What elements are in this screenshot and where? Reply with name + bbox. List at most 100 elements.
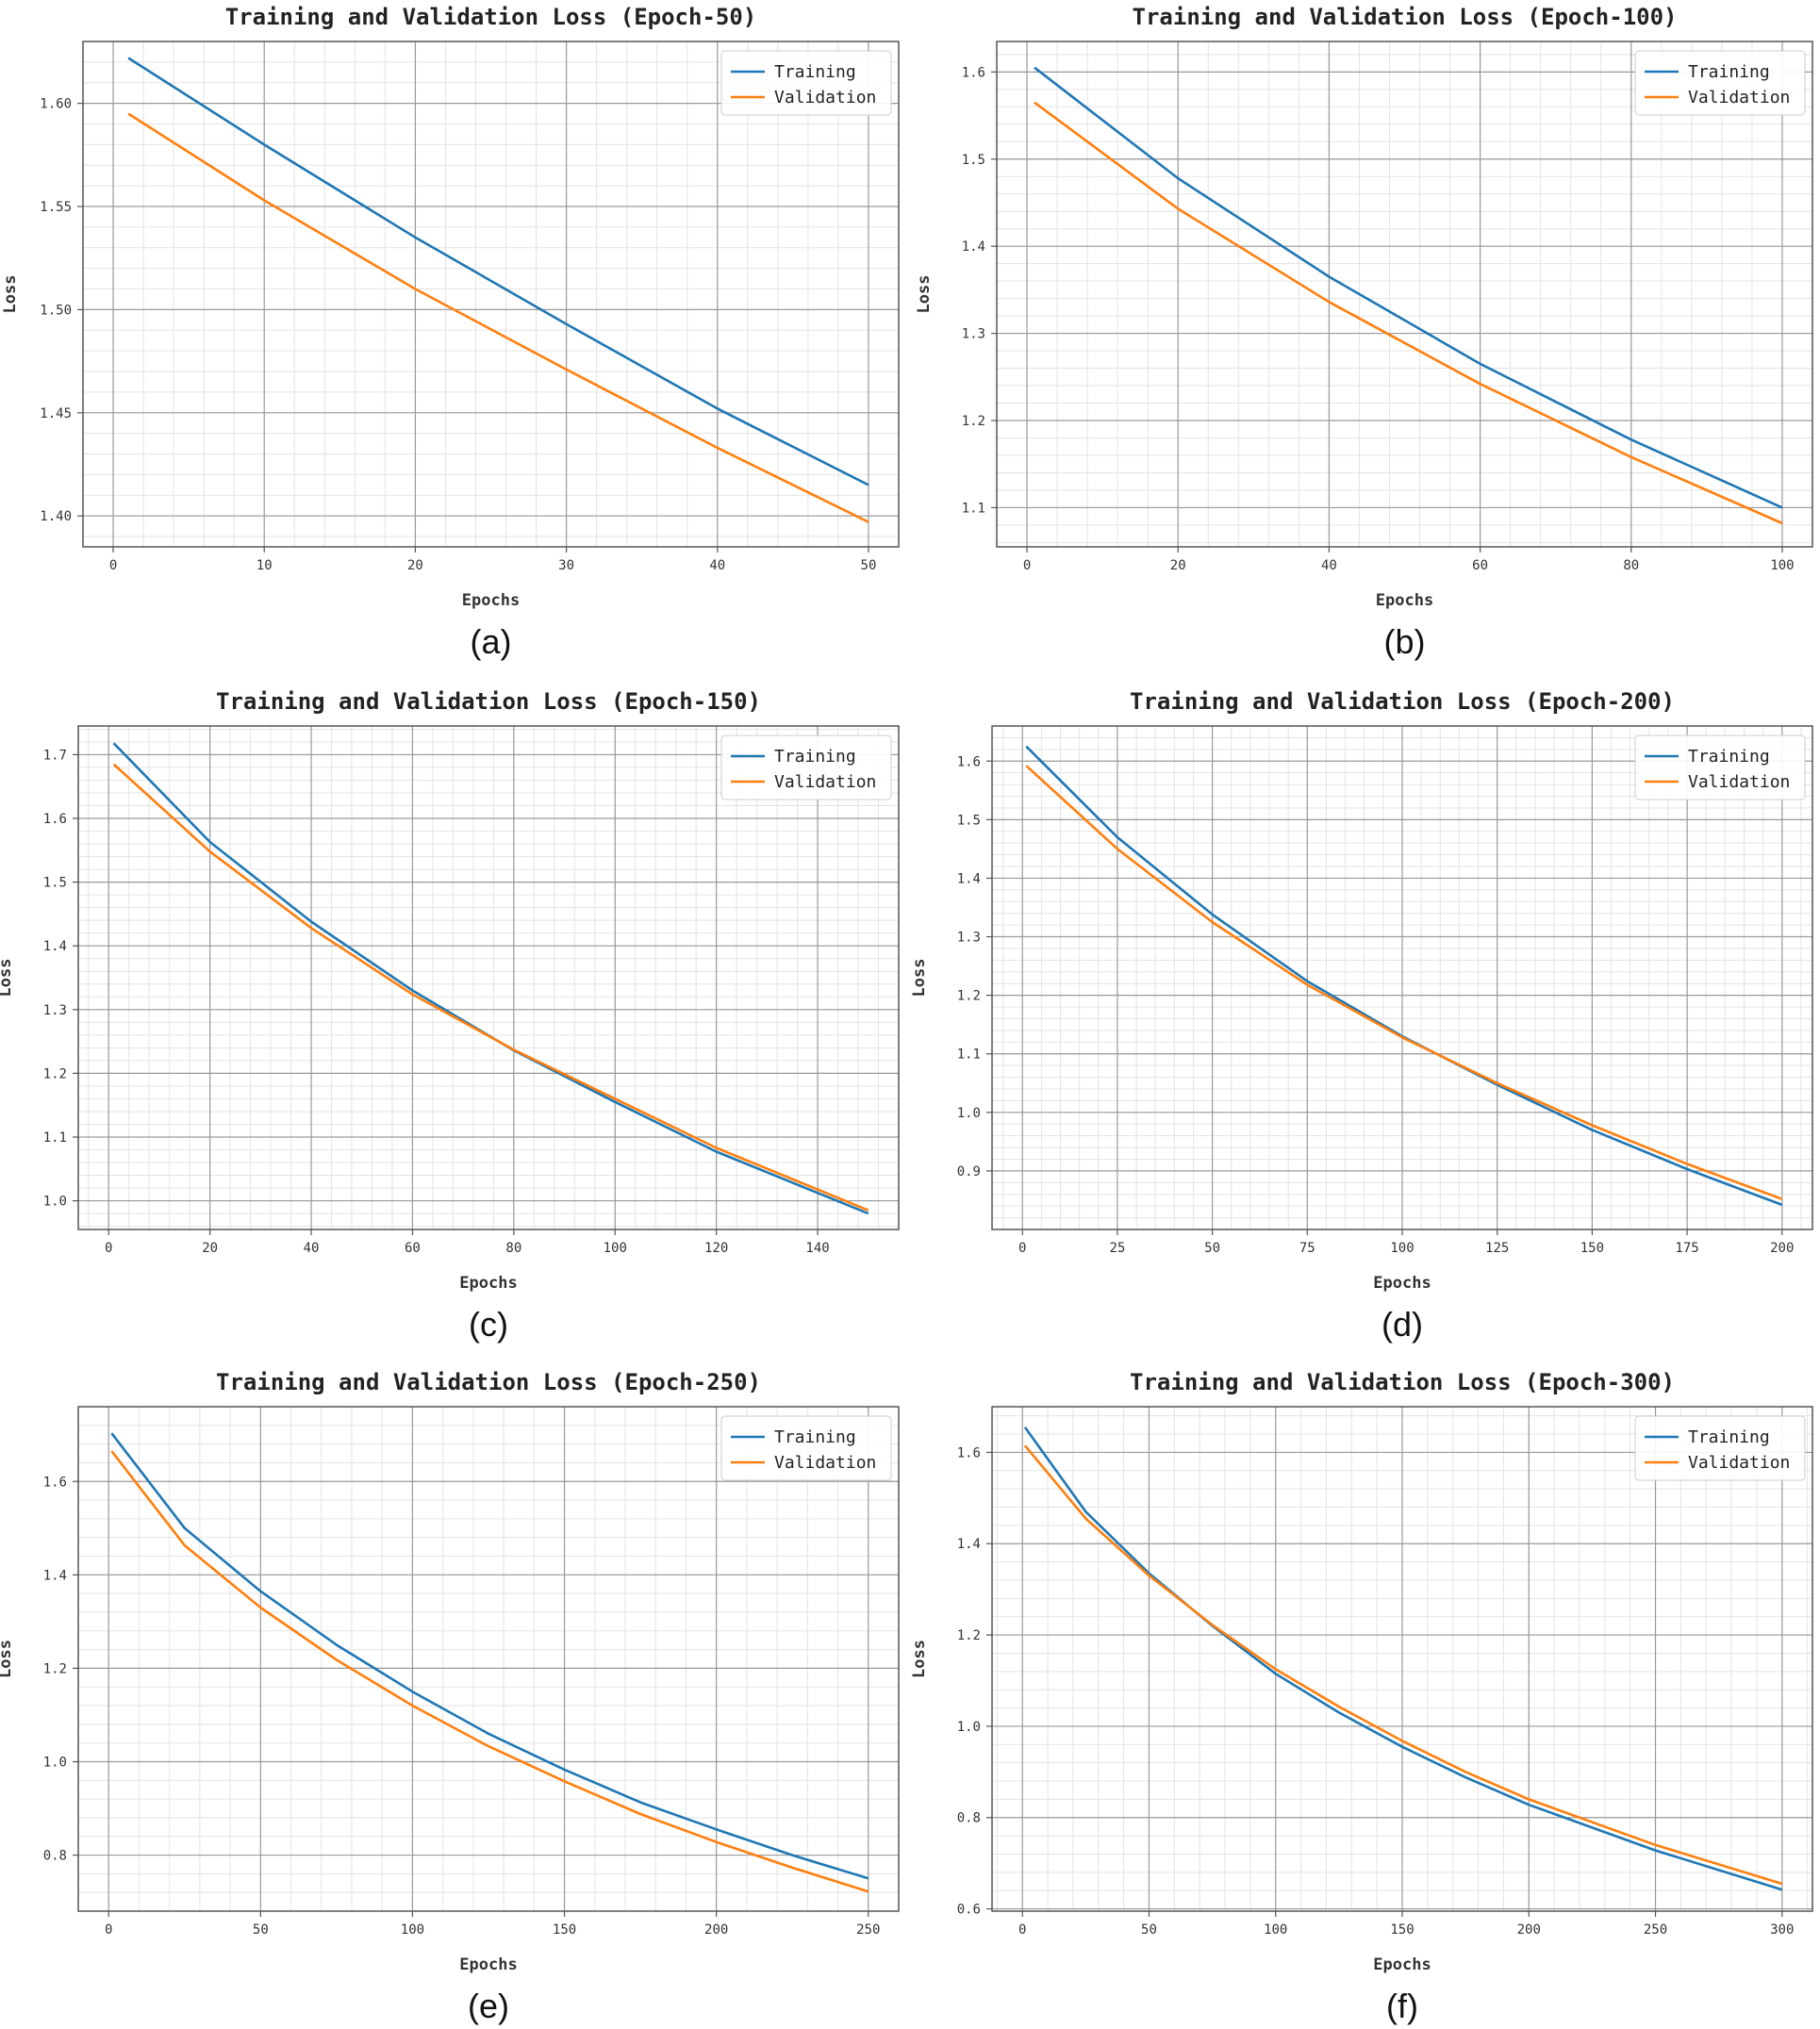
x-tick-label: 100: [1390, 1241, 1414, 1256]
x-tick-label: 0: [105, 1922, 112, 1938]
plot-frame: [997, 41, 1812, 547]
minor-grid: [78, 726, 899, 1229]
x-tick-label: 100: [1264, 1922, 1287, 1938]
x-tick-label: 140: [805, 1241, 829, 1256]
y-tick-label: 1.60: [40, 97, 72, 112]
legend-label: Validation: [774, 88, 876, 107]
x-tick-label: 0: [1018, 1922, 1026, 1938]
y-tick-label: 1.3: [43, 1003, 67, 1018]
legend-label: Validation: [1688, 88, 1790, 107]
chart-title: Training and Validation Loss (Epoch-50): [225, 4, 757, 30]
y-axis-label: Loss: [910, 959, 929, 998]
y-tick-label: 1.2: [957, 1628, 981, 1643]
y-tick-label: 1.6: [957, 754, 981, 769]
x-tick-label: 20: [407, 558, 423, 573]
legend-label: Training: [774, 747, 856, 767]
chart-panel-e: 0 50 100 150 200 250 0.8 1.0 1.2 1.4 1.6 Training a…: [0, 1369, 899, 2025]
minor-grid: [997, 41, 1812, 547]
chart-title: Training and Validation Loss (Epoch-250): [216, 1369, 761, 1395]
legend-label: Validation: [774, 1453, 876, 1473]
chart-panel-c: 0 20 40 60 80 100 120 1401.01.11.21.31.41.51.61…: [0, 688, 899, 1344]
x-tick-label: 150: [1390, 1922, 1414, 1938]
panel-caption: (e): [468, 1987, 509, 2025]
y-tick-label: 1.4: [962, 239, 985, 255]
chart-title: Training and Validation Loss (Epoch-150): [216, 688, 761, 715]
x-tick-label: 200: [1770, 1241, 1794, 1256]
x-tick-label: 150: [553, 1922, 576, 1938]
loss-curves-figure: 0 10 20 30 40 501.401.451.501.551.60Training …: [0, 0, 1820, 2029]
x-tick-label: 50: [861, 558, 877, 573]
minor-grid: [78, 1407, 899, 1911]
chart-panel-d: 0 25 50 75 100 125 150 175 200 0.9 1.0 1.1 1.2 1.3 1.4…: [910, 688, 1812, 1344]
x-tick-label: 100: [604, 1241, 627, 1256]
series-line-validation: [1026, 766, 1782, 1198]
chart-title: Training and Validation Loss (Epoch-300): [1130, 1369, 1675, 1395]
x-tick-label: 40: [1321, 558, 1337, 573]
x-axis-label: Epochs: [462, 591, 520, 610]
x-tick-label: 200: [1517, 1922, 1541, 1938]
x-axis-label: Epochs: [1376, 591, 1433, 610]
y-axis-label: Loss: [910, 1640, 929, 1678]
series-line-validation: [128, 114, 869, 522]
legend: Training Validation: [1635, 1416, 1805, 1480]
legend: Training Validation: [721, 735, 891, 800]
y-axis-label: Loss: [915, 275, 934, 314]
chart-panel-a: 0 10 20 30 40 50 1.40 1.45 1.50 1.55 1.60 Training …: [1, 4, 899, 661]
legend: Training Validation: [721, 1416, 891, 1480]
series-line-validation: [111, 1451, 868, 1891]
x-tick-label: 100: [401, 1922, 424, 1938]
y-tick-label: 1.6: [43, 812, 67, 827]
legend-label: Training: [774, 1427, 856, 1447]
legend-label: Training: [1688, 747, 1770, 767]
series-line-training: [1025, 1427, 1782, 1889]
x-tick-label: 0: [109, 558, 117, 573]
x-axis-label: Epochs: [1373, 1274, 1431, 1293]
y-tick-label: 1.55: [40, 200, 72, 215]
y-tick-label: 1.7: [43, 748, 67, 763]
chart-title: Training and Validation Loss (Epoch-100): [1133, 4, 1678, 30]
y-tick-label: 0.9: [957, 1164, 981, 1179]
y-tick-label: 1.1: [957, 1047, 981, 1063]
x-tick-label: 100: [1770, 558, 1794, 573]
series-line-training: [1034, 68, 1782, 508]
y-tick-label: 1.6: [43, 1475, 67, 1490]
x-tick-label: 50: [1204, 1241, 1220, 1256]
y-tick-label: 1.40: [40, 509, 72, 524]
x-tick-label: 10: [256, 558, 273, 573]
series-line-validation: [1034, 103, 1782, 523]
y-tick-label: 1.2: [43, 1066, 67, 1081]
legend: Training Validation: [721, 51, 891, 115]
y-tick-label: 1.6: [957, 1445, 981, 1460]
y-tick-label: 1.1: [43, 1130, 67, 1146]
x-tick-label: 250: [856, 1922, 880, 1938]
y-tick-label: 1.2: [43, 1661, 67, 1676]
y-tick-label: 1.2: [962, 414, 985, 429]
y-tick-label: 1.50: [40, 303, 72, 318]
x-axis-label: Epochs: [459, 1955, 517, 1974]
x-tick-label: 200: [704, 1922, 728, 1938]
y-axis-label: Loss: [1, 275, 20, 314]
x-tick-label: 250: [1644, 1922, 1667, 1938]
y-tick-label: 1.3: [957, 931, 981, 946]
legend: Training Validation: [1635, 51, 1805, 115]
y-tick-label: 1.6: [962, 65, 985, 80]
x-tick-label: 20: [202, 1241, 218, 1256]
y-tick-label: 1.3: [962, 327, 985, 342]
minor-grid: [83, 41, 899, 547]
plot-frame: [78, 1407, 899, 1911]
legend-label: Training: [1688, 1427, 1770, 1447]
x-tick-label: 0: [1018, 1241, 1026, 1256]
y-tick-label: 1.0: [43, 1195, 67, 1210]
y-tick-label: 1.4: [957, 871, 981, 886]
panel-caption: (a): [471, 622, 512, 661]
y-tick-label: 1.0: [957, 1720, 981, 1735]
legend-label: Validation: [1688, 772, 1790, 792]
legend-label: Validation: [774, 772, 876, 792]
x-tick-label: 0: [1023, 558, 1031, 573]
x-tick-label: 75: [1299, 1241, 1315, 1256]
plot-frame: [83, 41, 899, 547]
x-tick-label: 40: [304, 1241, 320, 1256]
x-tick-label: 125: [1485, 1241, 1509, 1256]
y-tick-label: 0.8: [43, 1849, 67, 1864]
x-tick-label: 50: [1141, 1922, 1157, 1938]
